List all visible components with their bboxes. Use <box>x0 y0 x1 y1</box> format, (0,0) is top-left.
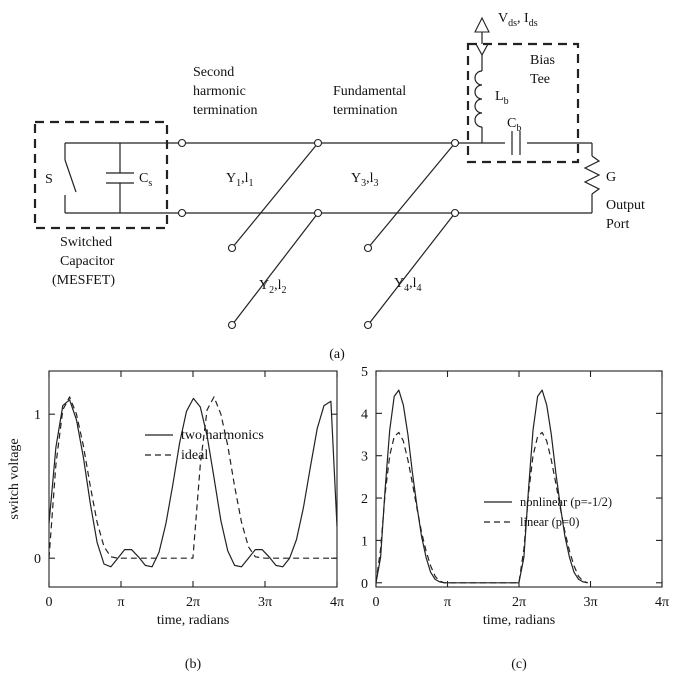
y-tick-label: 3 <box>361 450 368 465</box>
bias-tee-label: Bias Tee <box>530 53 558 87</box>
legend-label: linear (p=0) <box>520 515 579 529</box>
y-tick-label: 4 <box>361 407 368 422</box>
lb-label: Lb​ <box>495 89 509 107</box>
y-tick-label: 5 <box>361 365 368 380</box>
plot-b: 0 π 2π 3π 4π 0 1 time, radians switch voltage (b)… <box>7 370 344 672</box>
vds-ids-label: Vds​, Ids​ <box>498 11 538 29</box>
node <box>313 138 323 148</box>
capacitor-cb <box>505 131 527 155</box>
y-tick-label: 1 <box>34 408 41 423</box>
x-tick-label: 2π <box>186 595 200 610</box>
plot-c: 0 π 2π 3π 4π 0 1 2 3 4 5 time, radians (c) nonlinear … <box>361 365 669 672</box>
legend-label: nonlinear (p=-1/2) <box>520 495 612 509</box>
switch-element <box>64 142 120 214</box>
series-line <box>376 389 588 584</box>
series-line <box>49 396 337 559</box>
switch-s-label: S <box>45 172 53 187</box>
y2-label: Y2​,l2​ <box>259 278 287 296</box>
legend-label: two harmonics <box>181 428 264 443</box>
y1-label: Y1​,l1​ <box>226 171 254 189</box>
cs-label: Cs​ <box>139 171 152 189</box>
node <box>313 208 323 218</box>
node <box>227 243 237 253</box>
node <box>450 208 460 218</box>
node <box>227 320 237 330</box>
stub-y2-upper <box>231 142 319 249</box>
g-label: G <box>606 170 616 185</box>
x-tick-label: 0 <box>46 595 53 610</box>
stub-y4-lower <box>367 212 456 326</box>
y-tick-label: 0 <box>34 552 41 567</box>
cb-label: Cb​ <box>507 116 521 134</box>
x-tick-label: π <box>117 595 124 610</box>
node <box>177 138 187 148</box>
x-tick-label: 4π <box>655 595 669 610</box>
node <box>363 320 373 330</box>
node <box>450 138 460 148</box>
x-tick-label: 3π <box>583 595 597 610</box>
switched-capacitor-box <box>33 120 169 230</box>
bias-tee-box <box>466 42 580 164</box>
y-tick-label: 1 <box>361 534 368 549</box>
x-axis-label: time, radians <box>157 613 229 628</box>
resistor-g <box>583 143 601 213</box>
x-tick-label: 4π <box>330 595 344 610</box>
x-tick-label: 2π <box>512 595 526 610</box>
caption-a: (a) <box>329 347 345 362</box>
y4-label: Y4​,l4​ <box>394 276 422 294</box>
x-tick-label: π <box>444 595 451 610</box>
panel-caption: (b) <box>185 657 202 672</box>
vds-arrow-icon <box>474 16 490 33</box>
y-tick-label: 2 <box>361 492 368 507</box>
fundamental-label: Fundamental termination <box>333 84 410 118</box>
y3-label: Y3​,l3​ <box>351 171 379 189</box>
stub-y2-lower <box>231 212 319 326</box>
legend-label: ideal <box>181 448 208 463</box>
inductor-lb <box>474 43 489 143</box>
series-line <box>49 397 337 568</box>
y-axis-label: switch voltage <box>7 438 22 519</box>
x-axis-label: time, radians <box>483 613 555 628</box>
node <box>363 243 373 253</box>
switched-capacitor-label: Switched Capacitor (MESFET) <box>52 235 118 288</box>
output-port-label: Output Port <box>606 198 648 232</box>
panel-caption: (c) <box>511 657 527 672</box>
stub-y4-upper <box>367 142 456 249</box>
node <box>177 208 187 218</box>
x-tick-label: 3π <box>258 595 272 610</box>
capacitor-cs <box>106 142 182 214</box>
y-tick-label: 0 <box>361 577 368 592</box>
x-tick-label: 0 <box>373 595 380 610</box>
second-harmonic-label: Second harmonic termination <box>193 65 258 118</box>
plot-frame <box>375 370 663 588</box>
circuit-diagram: Second harmonic termination Fundamental … <box>33 11 648 362</box>
